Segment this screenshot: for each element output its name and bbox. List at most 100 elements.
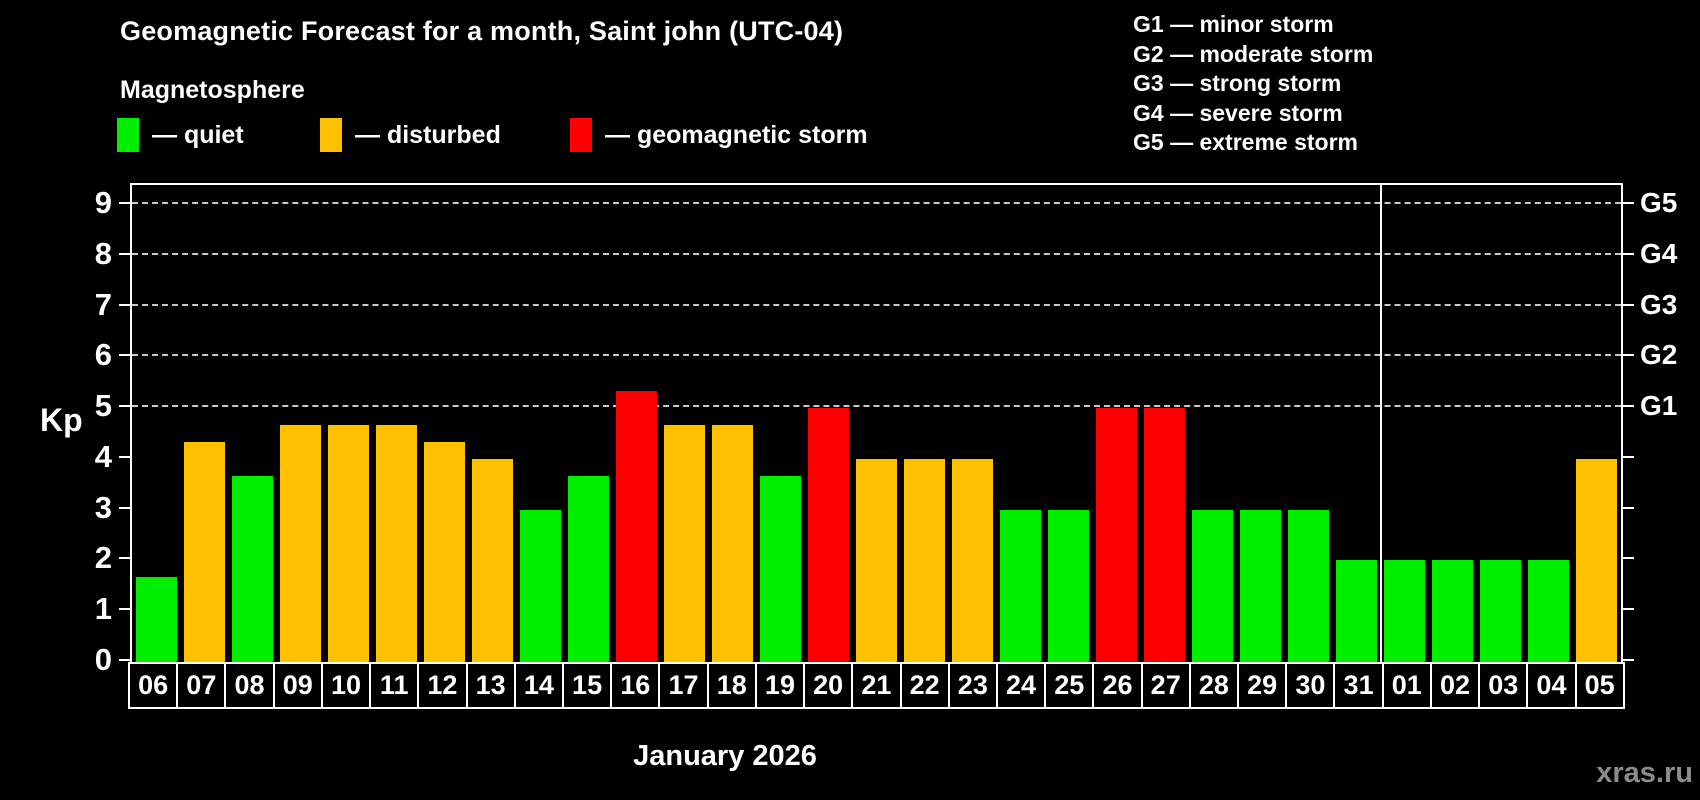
kp-bar-day-26 bbox=[1096, 408, 1138, 662]
g1-legend-line: G1 — minor storm bbox=[1133, 11, 1334, 37]
day-cell-24: 24 bbox=[995, 662, 1047, 709]
legend-label-disturbed: — disturbed bbox=[355, 120, 501, 149]
g4-legend-line: G4 — severe storm bbox=[1133, 99, 1343, 126]
g5-legend-line: G5 — extreme storm bbox=[1133, 129, 1358, 155]
storm-color-swatch bbox=[570, 118, 592, 152]
y-tick-label-7: 7 bbox=[94, 286, 112, 322]
day-cell-03: 03 bbox=[1478, 662, 1529, 709]
day-cell-17: 17 bbox=[658, 662, 709, 709]
x-axis-day-labels: 06 07 08 09 10 11 12 13 14 15 16 17 18 19 20 21 22 23 24 25… bbox=[128, 662, 1625, 709]
day-cell-18: 18 bbox=[706, 662, 757, 709]
right-tick-kp-9 bbox=[1623, 202, 1634, 204]
y-tick-label-0: 0 bbox=[94, 642, 112, 677]
kp-bar-day-29 bbox=[1240, 509, 1282, 662]
y-tick-label-2: 2 bbox=[94, 540, 112, 576]
chart-subtitle: Magnetosphere bbox=[120, 76, 305, 104]
day-cell-13: 13 bbox=[465, 662, 516, 709]
kp-bar-day-13 bbox=[471, 458, 513, 662]
kp-bar-day-18 bbox=[711, 424, 753, 662]
right-label-G5: G5 bbox=[1640, 187, 1678, 218]
kp-bar-day-21 bbox=[855, 458, 897, 662]
day-cell-22: 22 bbox=[899, 662, 950, 709]
quiet-color-swatch bbox=[117, 118, 139, 152]
kp-bar-day-16 bbox=[615, 391, 657, 662]
day-cell-28: 28 bbox=[1188, 662, 1240, 709]
y-tick-label-9: 9 bbox=[94, 185, 112, 220]
kp-bar-day-12 bbox=[423, 442, 465, 662]
left-tick-kp-6 bbox=[119, 354, 130, 357]
gridline-kp-6 bbox=[132, 354, 1621, 357]
y-tick-label-5: 5 bbox=[94, 388, 112, 424]
g-scale-legend: G1 — minor storm G2 — moderate storm G3 … bbox=[1133, 10, 1373, 158]
legend-item-storm: — geomagnetic storm bbox=[570, 116, 868, 154]
chart-title: Geomagnetic Forecast for a month, Saint … bbox=[120, 16, 844, 46]
left-tick-kp-7 bbox=[119, 303, 130, 306]
day-cell-21: 21 bbox=[851, 662, 902, 709]
right-tick-kp-8 bbox=[1623, 252, 1634, 255]
right-label-G3: G3 bbox=[1640, 288, 1678, 320]
kp-bar-day-07 bbox=[183, 442, 225, 662]
right-axis-g-labels: G1 G2 G3 G4 G5 bbox=[1640, 185, 1700, 660]
legend-item-disturbed: — disturbed bbox=[320, 116, 501, 154]
right-tick-kp-0 bbox=[1623, 659, 1634, 661]
kp-bar-day-27 bbox=[1144, 408, 1186, 662]
left-tick-kp-5 bbox=[119, 405, 130, 408]
left-tick-kp-8 bbox=[119, 252, 130, 255]
kp-bar-day-25 bbox=[1048, 509, 1090, 662]
y-tick-label-4: 4 bbox=[94, 438, 112, 474]
kp-bar-day-28 bbox=[1192, 509, 1234, 662]
right-label-G2: G2 bbox=[1640, 339, 1678, 371]
day-cell-05: 05 bbox=[1574, 662, 1625, 709]
day-cell-15: 15 bbox=[561, 662, 613, 709]
gridline-kp-9 bbox=[132, 202, 1621, 204]
kp-bar-day-02 bbox=[1432, 560, 1474, 662]
kp-bar-day-09 bbox=[279, 424, 321, 662]
day-cell-09: 09 bbox=[272, 662, 323, 709]
y-axis-tick-labels: 0 1 2 3 4 5 6 7 8 9 bbox=[0, 185, 112, 677]
right-tick-kp-5 bbox=[1623, 405, 1634, 408]
month-label: January 2026 bbox=[633, 740, 817, 772]
kp-bar-day-05 bbox=[1576, 458, 1618, 662]
day-cell-30: 30 bbox=[1285, 662, 1336, 709]
day-cell-26: 26 bbox=[1092, 662, 1143, 709]
day-cell-11: 11 bbox=[369, 662, 420, 709]
day-cell-07: 07 bbox=[176, 662, 227, 709]
day-cell-01: 01 bbox=[1381, 662, 1432, 709]
left-tick-kp-2 bbox=[119, 557, 130, 560]
kp-bar-day-31 bbox=[1336, 560, 1378, 662]
day-cell-31: 31 bbox=[1333, 662, 1384, 709]
day-cell-25: 25 bbox=[1044, 662, 1095, 709]
kp-bar-day-01 bbox=[1384, 560, 1426, 662]
right-label-G1: G1 bbox=[1640, 390, 1678, 422]
g3-legend-line: G3 — strong storm bbox=[1133, 70, 1342, 96]
left-tick-kp-3 bbox=[119, 506, 130, 509]
kp-bar-day-08 bbox=[231, 475, 273, 662]
legend-label-quiet: — quiet bbox=[152, 120, 244, 149]
day-cell-04: 04 bbox=[1526, 662, 1577, 709]
right-tick-kp-7 bbox=[1623, 303, 1634, 306]
day-cell-02: 02 bbox=[1429, 662, 1481, 709]
right-tick-kp-2 bbox=[1623, 557, 1634, 560]
day-cell-27: 27 bbox=[1140, 662, 1191, 709]
kp-bar-day-11 bbox=[375, 424, 417, 662]
legend-label-storm: — geomagnetic storm bbox=[605, 120, 868, 149]
kp-bar-day-22 bbox=[904, 458, 946, 662]
gridline-kp-7 bbox=[132, 303, 1621, 306]
day-cell-16: 16 bbox=[610, 662, 661, 709]
y-axis-title: Kp bbox=[40, 402, 83, 438]
right-label-G4: G4 bbox=[1640, 237, 1678, 269]
day-cell-20: 20 bbox=[803, 662, 854, 709]
y-tick-label-6: 6 bbox=[94, 337, 112, 373]
kp-bar-day-30 bbox=[1288, 509, 1330, 662]
day-cell-23: 23 bbox=[947, 662, 998, 709]
watermark: xras.ru bbox=[1596, 757, 1693, 789]
kp-bar-day-20 bbox=[807, 408, 849, 662]
left-tick-kp-1 bbox=[119, 608, 130, 611]
day-cell-10: 10 bbox=[320, 662, 372, 709]
day-cell-29: 29 bbox=[1237, 662, 1288, 709]
gridline-kp-5 bbox=[132, 405, 1621, 408]
kp-bar-day-19 bbox=[759, 475, 801, 662]
day-cell-19: 19 bbox=[754, 662, 806, 709]
kp-bar-day-17 bbox=[663, 424, 705, 662]
y-tick-label-3: 3 bbox=[94, 489, 112, 525]
